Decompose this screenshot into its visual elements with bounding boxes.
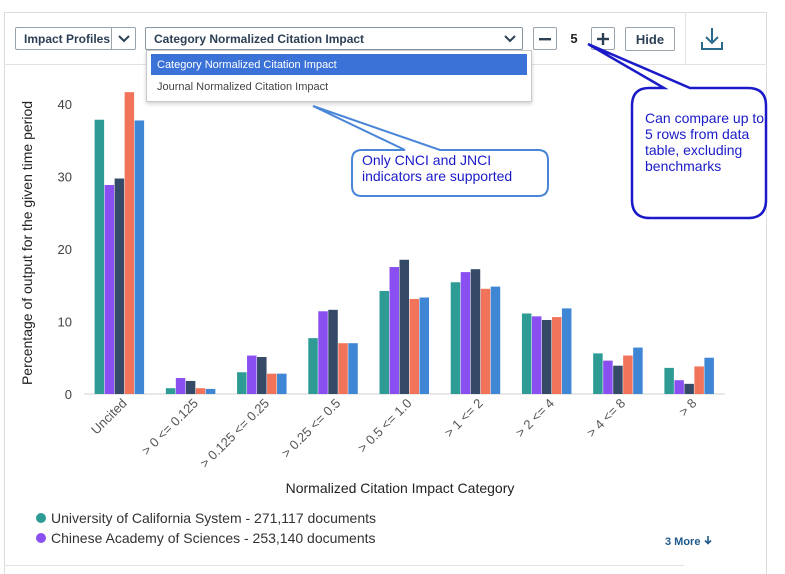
- metric-select[interactable]: Category Normalized Citation Impact: [145, 27, 523, 50]
- bar[interactable]: [409, 298, 420, 394]
- bar[interactable]: [277, 373, 287, 394]
- bar[interactable]: [308, 338, 318, 394]
- bar[interactable]: [124, 92, 135, 394]
- bar[interactable]: [185, 380, 196, 394]
- bar[interactable]: [379, 290, 390, 394]
- bar[interactable]: [134, 120, 145, 394]
- bar[interactable]: [237, 372, 247, 394]
- y-tick-label: 30: [58, 169, 72, 184]
- bar[interactable]: [561, 308, 572, 394]
- bar[interactable]: [318, 311, 328, 394]
- bar[interactable]: [460, 272, 471, 394]
- y-tick-label: 20: [58, 242, 72, 257]
- hide-button[interactable]: Hide: [625, 27, 675, 51]
- more-legend-link[interactable]: 3 More: [665, 536, 712, 548]
- bar[interactable]: [94, 119, 105, 395]
- metric-dropdown-menu: Category Normalized Citation Impact Jour…: [146, 50, 532, 102]
- bar[interactable]: [389, 267, 400, 394]
- bar[interactable]: [603, 360, 613, 394]
- bar[interactable]: [694, 366, 704, 394]
- bar[interactable]: [541, 319, 552, 394]
- bar[interactable]: [114, 178, 125, 394]
- legend: University of California System - 271,11…: [36, 508, 376, 548]
- bar[interactable]: [419, 297, 430, 394]
- legend-label: University of California System - 271,11…: [51, 510, 376, 526]
- plus-icon: [597, 32, 609, 45]
- download-button[interactable]: [697, 24, 727, 54]
- bar[interactable]: [684, 383, 694, 394]
- bar[interactable]: [633, 347, 643, 394]
- bar[interactable]: [338, 343, 348, 394]
- chevron-down-icon: [111, 28, 135, 49]
- panel-bottom-divider: [4, 565, 684, 566]
- bar[interactable]: [205, 388, 216, 394]
- row-count-value[interactable]: 5: [570, 31, 578, 46]
- legend-item[interactable]: Chinese Academy of Sciences - 253,140 do…: [36, 528, 376, 548]
- bar[interactable]: [450, 282, 461, 394]
- bar[interactable]: [613, 365, 623, 394]
- bar[interactable]: [257, 356, 267, 394]
- legend-item[interactable]: University of California System - 271,11…: [36, 508, 376, 528]
- bar[interactable]: [480, 288, 491, 394]
- download-icon: [701, 28, 723, 50]
- bar[interactable]: [104, 185, 115, 394]
- bar[interactable]: [470, 269, 481, 394]
- toolbar-vertical-divider: [685, 12, 686, 65]
- bar[interactable]: [531, 316, 542, 394]
- bar[interactable]: [267, 373, 277, 394]
- more-legend-label: 3 More: [665, 536, 701, 548]
- impact-profiles-select[interactable]: Impact Profiles: [15, 27, 136, 50]
- y-tick-label: 10: [58, 314, 72, 329]
- impact-profiles-label: Impact Profiles: [24, 31, 111, 46]
- chevron-down-icon: [498, 28, 522, 49]
- arrow-down-icon: [703, 536, 712, 545]
- bar[interactable]: [399, 259, 410, 394]
- x-axis-title: Normalized Citation Impact Category: [285, 480, 515, 496]
- y-tick-label: 40: [58, 97, 72, 112]
- metric-select-value: Category Normalized Citation Impact: [154, 31, 365, 46]
- bar[interactable]: [165, 388, 176, 394]
- legend-dot: [36, 513, 46, 523]
- bar[interactable]: [490, 286, 501, 394]
- bar[interactable]: [674, 380, 684, 394]
- legend-dot: [36, 533, 46, 543]
- bar[interactable]: [704, 357, 714, 394]
- dropdown-option-cnci[interactable]: Category Normalized Citation Impact: [151, 54, 527, 75]
- bar[interactable]: [247, 355, 257, 394]
- bar[interactable]: [328, 309, 338, 394]
- bar[interactable]: [593, 353, 603, 394]
- minus-icon: [539, 37, 551, 40]
- bar[interactable]: [521, 313, 532, 394]
- y-tick-label: 0: [65, 387, 72, 402]
- bar[interactable]: [175, 378, 186, 394]
- bar[interactable]: [551, 317, 562, 394]
- dropdown-option-jnci[interactable]: Journal Normalized Citation Impact: [157, 80, 329, 93]
- decrease-button[interactable]: [533, 27, 557, 50]
- callout-text-compare: Can compare up to 5 rows from data table…: [645, 110, 765, 174]
- bar[interactable]: [664, 367, 674, 394]
- legend-label: Chinese Academy of Sciences - 253,140 do…: [51, 530, 376, 546]
- callout-text-supported: Only CNCI and JNCI indicators are suppor…: [362, 152, 513, 184]
- bar[interactable]: [195, 388, 206, 394]
- bar[interactable]: [623, 355, 633, 394]
- chart-panel: [4, 12, 767, 574]
- bar[interactable]: [348, 343, 358, 394]
